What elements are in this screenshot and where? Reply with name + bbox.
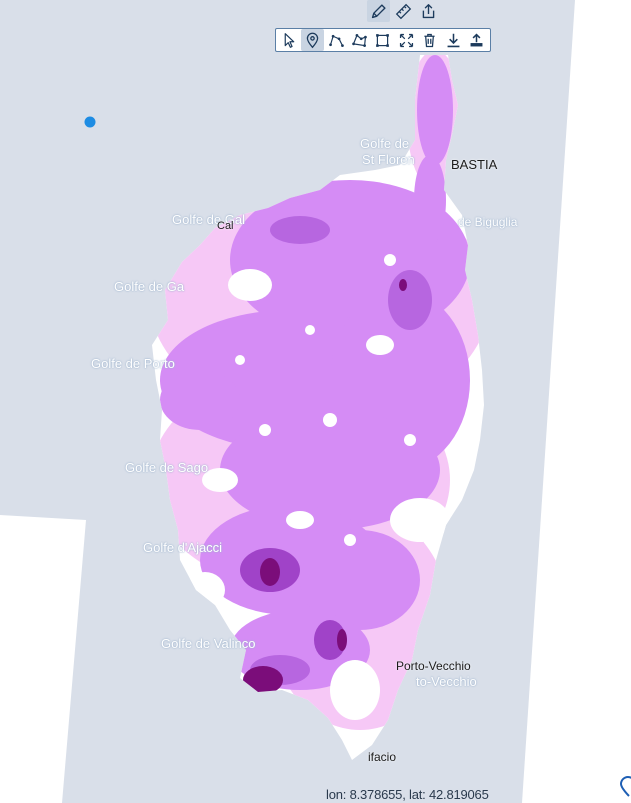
upload-icon xyxy=(470,32,483,46)
label-calvi: Cal xyxy=(217,220,234,232)
label-st-florent: St Floren xyxy=(362,152,415,167)
label-golfe-girolata: Golfe de Ga xyxy=(114,279,185,294)
label-golfe-porto: Golfe de Porto xyxy=(91,356,175,371)
label-golfe-galeria: Golfe de Gal xyxy=(172,212,245,227)
label-golfe-valinco: Golfe de Valinco xyxy=(161,636,256,651)
measure-tool-button[interactable] xyxy=(392,0,415,22)
upload-button[interactable] xyxy=(466,29,488,51)
coordinate-readout: lon: 8.378655, lat: 42.819065 xyxy=(326,787,489,802)
rectangle-tool-button[interactable] xyxy=(372,29,394,51)
map-pin-icon[interactable] xyxy=(618,776,631,798)
trash-icon xyxy=(424,33,435,47)
download-icon xyxy=(447,33,460,47)
polygon-draw-icon xyxy=(352,33,367,47)
transform-tool-button[interactable] xyxy=(395,29,417,51)
share-button[interactable] xyxy=(417,0,440,22)
delete-button[interactable] xyxy=(419,29,441,51)
location-marker[interactable] xyxy=(84,116,96,128)
label-golfe-ajaccio: Golfe d'Ajacci xyxy=(143,540,223,555)
select-tool-button[interactable] xyxy=(278,29,300,51)
out-of-extent-area-left xyxy=(0,515,86,803)
label-porto-vecchio-town: Porto-Vecchio xyxy=(396,659,471,673)
line-draw-icon xyxy=(328,34,344,47)
map-pin-icon xyxy=(306,32,319,48)
label-golfe-st-florent: Golfe de xyxy=(360,136,410,151)
label-biguglia: de Biguglia xyxy=(458,215,518,229)
label-porto-vecchio-gulf: to-Vecchio xyxy=(416,674,477,689)
download-button[interactable] xyxy=(442,29,464,51)
ruler-icon xyxy=(395,3,412,19)
out-of-extent-area xyxy=(522,0,631,803)
vegetation-layer xyxy=(152,55,484,730)
label-bonifacio: ifacio xyxy=(368,750,397,764)
pointer-icon xyxy=(284,32,295,48)
toolbar-top xyxy=(367,0,440,24)
line-tool-button[interactable] xyxy=(325,29,347,51)
drawing-toolbar xyxy=(275,28,491,52)
point-tool-button[interactable] xyxy=(301,29,324,51)
rectangle-draw-icon xyxy=(376,33,390,47)
label-golfe-sagone: Golfe de Sago xyxy=(125,460,209,475)
share-export-icon xyxy=(422,3,435,18)
polygon-tool-button[interactable] xyxy=(348,29,370,51)
pencil-icon xyxy=(371,3,386,18)
label-bastia: BASTIA xyxy=(451,157,498,172)
expand-icon xyxy=(399,33,413,47)
draw-tool-button[interactable] xyxy=(367,0,390,22)
